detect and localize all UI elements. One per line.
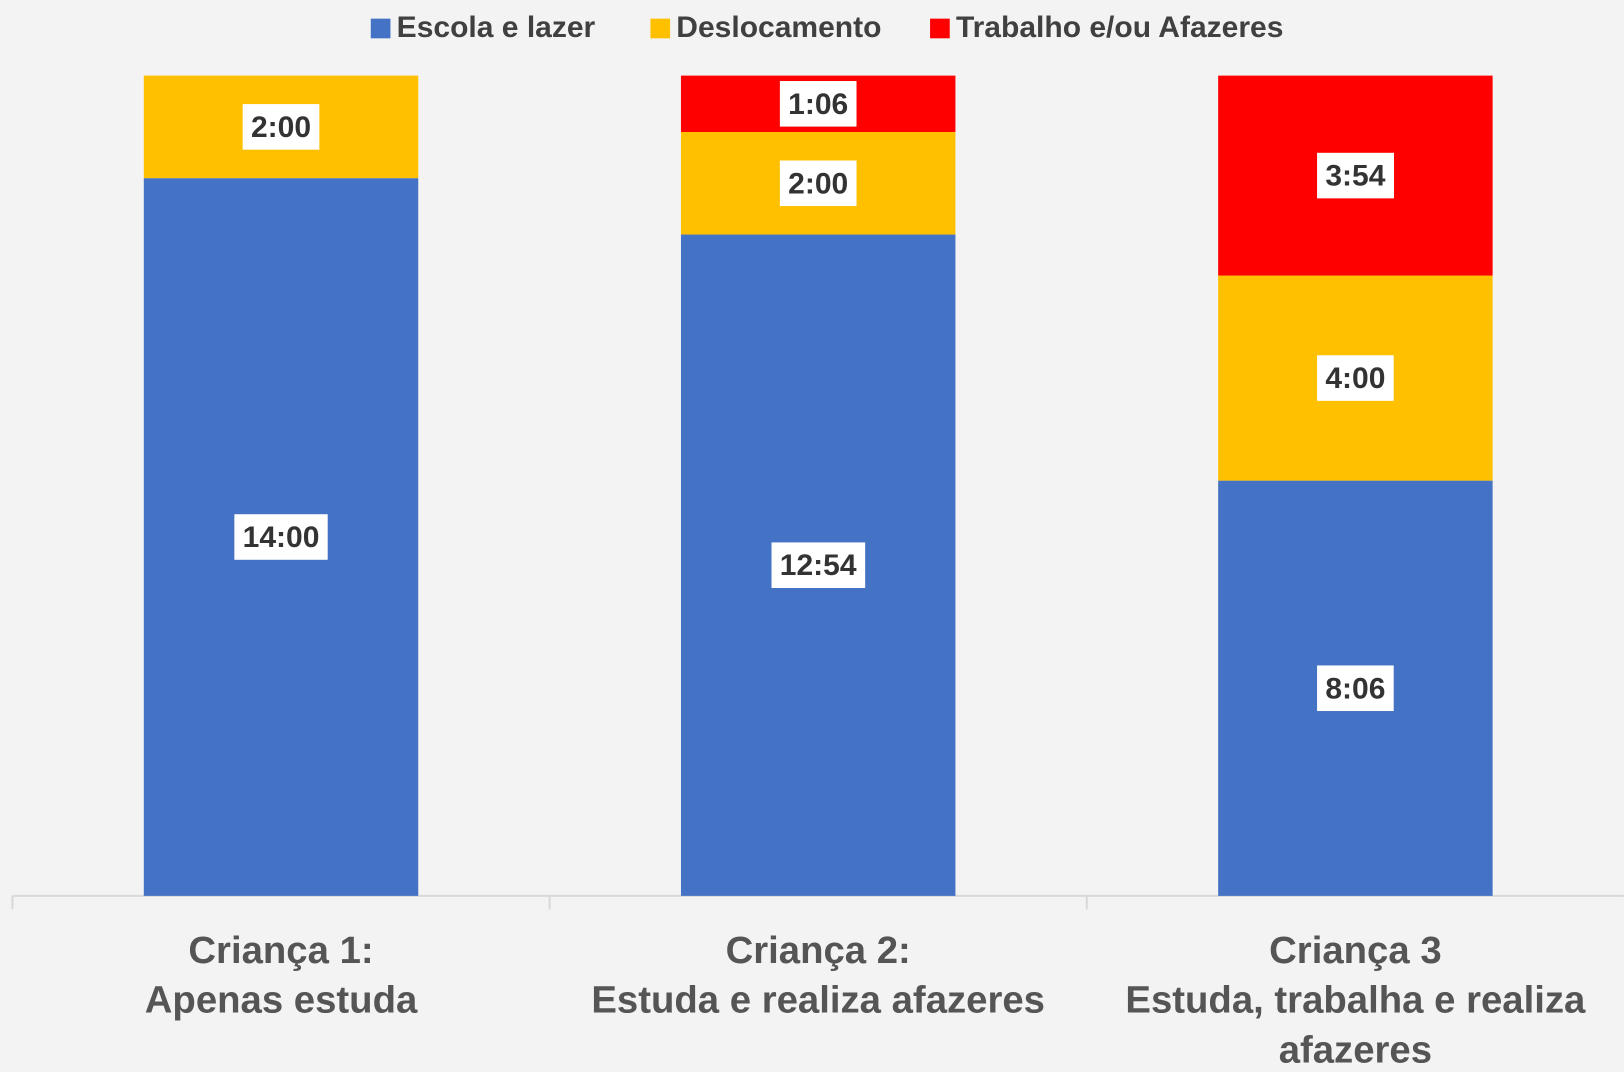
data-label-box (771, 542, 866, 588)
x-tick-label: afazeres (1279, 1028, 1432, 1071)
data-label-text: 2:00 (788, 167, 848, 200)
data-label: 2:00 (242, 104, 320, 150)
legend-swatch (650, 18, 671, 39)
x-tick-label: Criança 2: (726, 929, 911, 972)
data-label: 2:00 (779, 160, 857, 207)
legend-label: Deslocamento (676, 11, 881, 44)
data-label-box (1317, 665, 1394, 712)
data-label-box (779, 160, 857, 207)
legend-label: Trabalho e/ou Afazeres (956, 11, 1283, 44)
data-label-text: 3:54 (1325, 160, 1385, 193)
x-tick-label: Criança 3 (1269, 929, 1442, 972)
plot: Escola e lazer Deslocamento Trabalho e/ou … (11, 11, 1624, 1071)
data-label-text: 4:00 (1325, 362, 1385, 395)
x-tick-label: Estuda e realiza afazeres (591, 979, 1045, 1022)
legend-swatch (370, 18, 391, 39)
data-label: 8:06 (1317, 665, 1394, 712)
data-label: 3:54 (1317, 152, 1395, 199)
data-label-box (242, 104, 320, 150)
legend-swatch (930, 18, 950, 39)
legend-label: Escola e lazer (397, 11, 596, 44)
data-label-box (234, 514, 328, 560)
data-label: 4:00 (1317, 355, 1394, 401)
data-label: 1:06 (779, 81, 857, 127)
data-label-box (1317, 355, 1394, 401)
x-tick-label: Apenas estuda (145, 979, 418, 1022)
data-label-box (1317, 152, 1395, 199)
data-label: 12:54 (771, 542, 866, 588)
data-label-text: 8:06 (1325, 672, 1385, 705)
x-tick-label: Estuda, trabalha e realiza (1125, 979, 1586, 1022)
data-label-text: 14:00 (243, 521, 320, 554)
data-label-text: 12:54 (780, 549, 857, 582)
data-label-box (779, 81, 857, 127)
x-tick-label: Criança 1: (188, 929, 373, 972)
data-label: 14:00 (234, 514, 328, 560)
data-label-text: 1:06 (788, 88, 848, 121)
data-label-text: 2:00 (251, 111, 311, 144)
